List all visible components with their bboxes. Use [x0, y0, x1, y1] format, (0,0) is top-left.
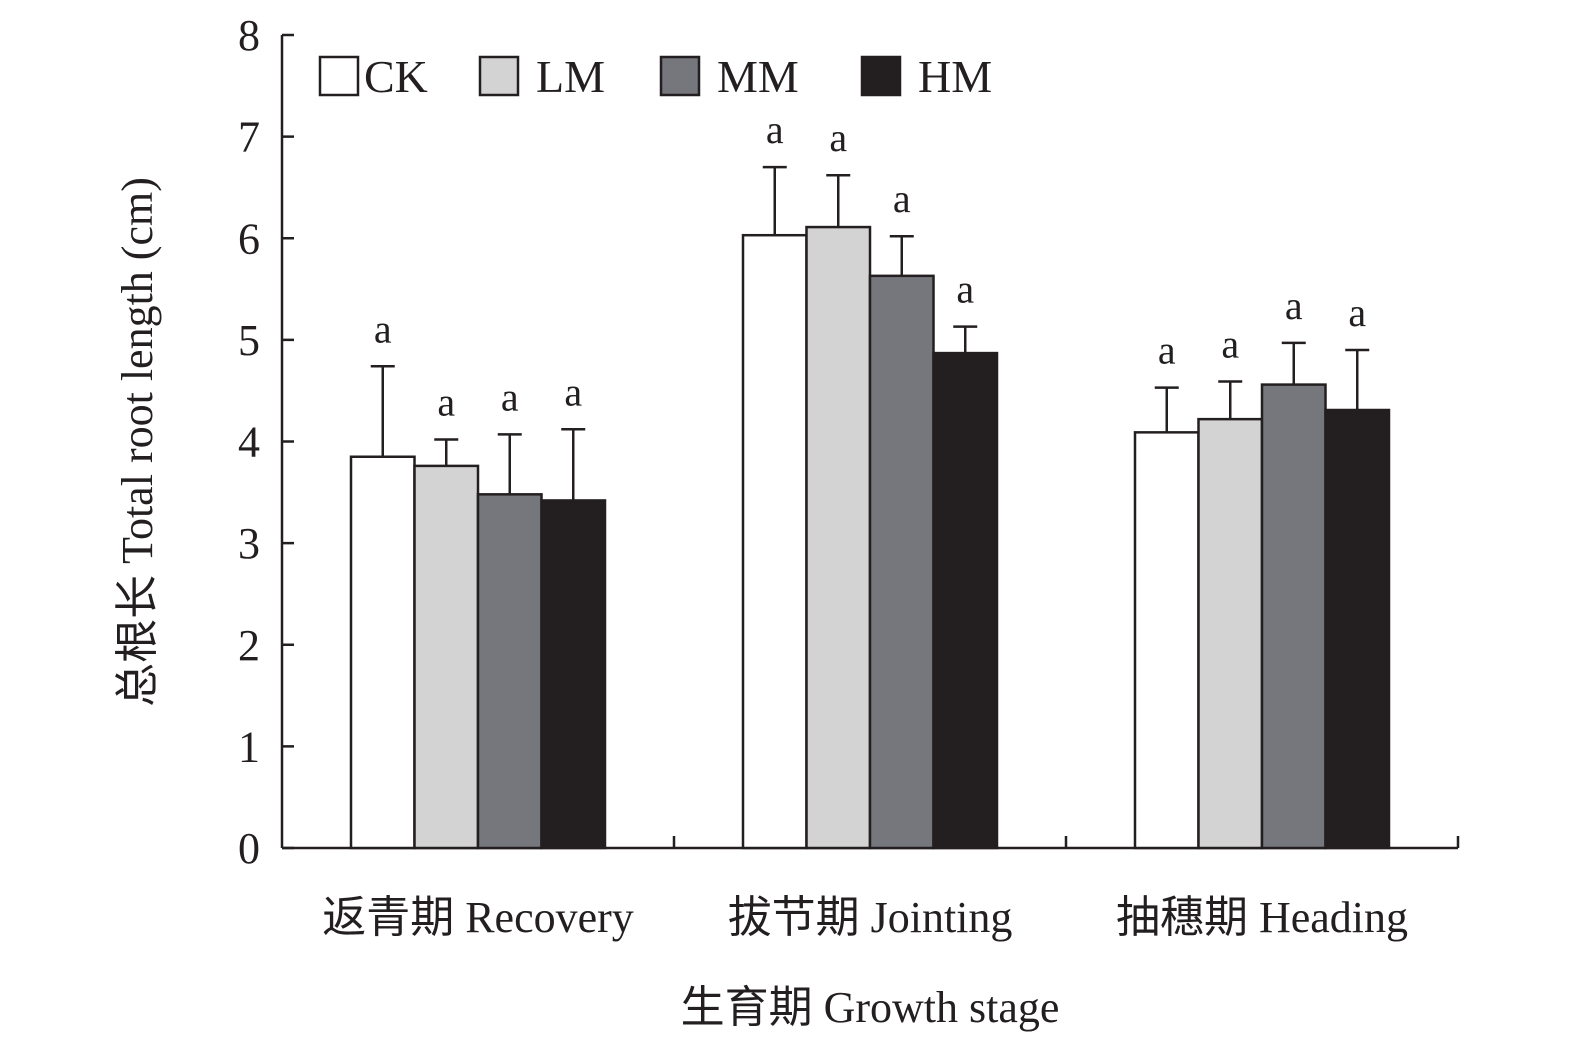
y-tick-label: 0 [238, 824, 260, 873]
bar-ck [1133, 431, 1200, 850]
bar-lm [413, 464, 480, 850]
bar-lm [1197, 417, 1264, 850]
legend-swatch-ck [318, 55, 360, 97]
significance-letter: a [766, 107, 784, 152]
x-axis-title: 生育期 Growth stage [681, 983, 1060, 1032]
significance-letter: a [1221, 322, 1239, 367]
legend-label-mm: MM [717, 51, 799, 102]
legend-label-ck: CK [364, 51, 428, 102]
significance-letter: a [1285, 283, 1303, 328]
legend-label-lm: LM [536, 51, 605, 102]
significance-letter: a [437, 379, 455, 424]
bar-ck [349, 455, 416, 850]
y-tick-label: 3 [238, 519, 260, 568]
bar-ck [741, 233, 808, 850]
y-tick-label: 8 [238, 11, 260, 60]
significance-letter: a [564, 369, 582, 414]
significance-letter: a [501, 374, 519, 419]
bars [349, 225, 1391, 850]
bar-hm [540, 499, 607, 850]
category-labels: 返青期 Recovery 拔节期 Jointing 抽穗期 Heading [322, 893, 1408, 942]
legend-swatch-mm [659, 55, 701, 97]
category-label: 返青期 Recovery [322, 893, 634, 942]
y-axis-title: 总根长 Total root length (cm) [113, 177, 162, 707]
bar-mm [476, 493, 543, 850]
significance-letter: a [374, 306, 392, 351]
y-tick-label: 2 [238, 621, 260, 670]
y-axis: 0 1 2 3 4 5 6 7 8 [238, 11, 294, 873]
error-bars [370, 165, 1370, 501]
bar-hm [932, 351, 999, 850]
significance-letter: a [1158, 328, 1176, 373]
category-label: 抽穗期 Heading [1116, 893, 1408, 942]
y-tick-label: 7 [238, 113, 260, 162]
y-tick-label: 1 [238, 722, 260, 771]
significance-letter: a [829, 115, 847, 160]
legend-swatch-hm [860, 55, 902, 97]
bar-hm [1324, 408, 1391, 850]
bar-lm [805, 225, 872, 850]
legend-swatch-lm [478, 55, 520, 97]
category-label: 拔节期 Jointing [728, 893, 1013, 942]
bar-mm [868, 274, 935, 850]
significance-letter: a [893, 176, 911, 221]
legend: CK LM MM HM [318, 51, 992, 102]
significance-letter: a [956, 267, 974, 312]
legend-label-hm: HM [918, 51, 992, 102]
y-tick-label: 4 [238, 418, 260, 467]
significance-letter: a [1348, 290, 1366, 335]
y-tick-label: 6 [238, 214, 260, 263]
bar-mm [1260, 383, 1327, 850]
y-tick-label: 5 [238, 316, 260, 365]
